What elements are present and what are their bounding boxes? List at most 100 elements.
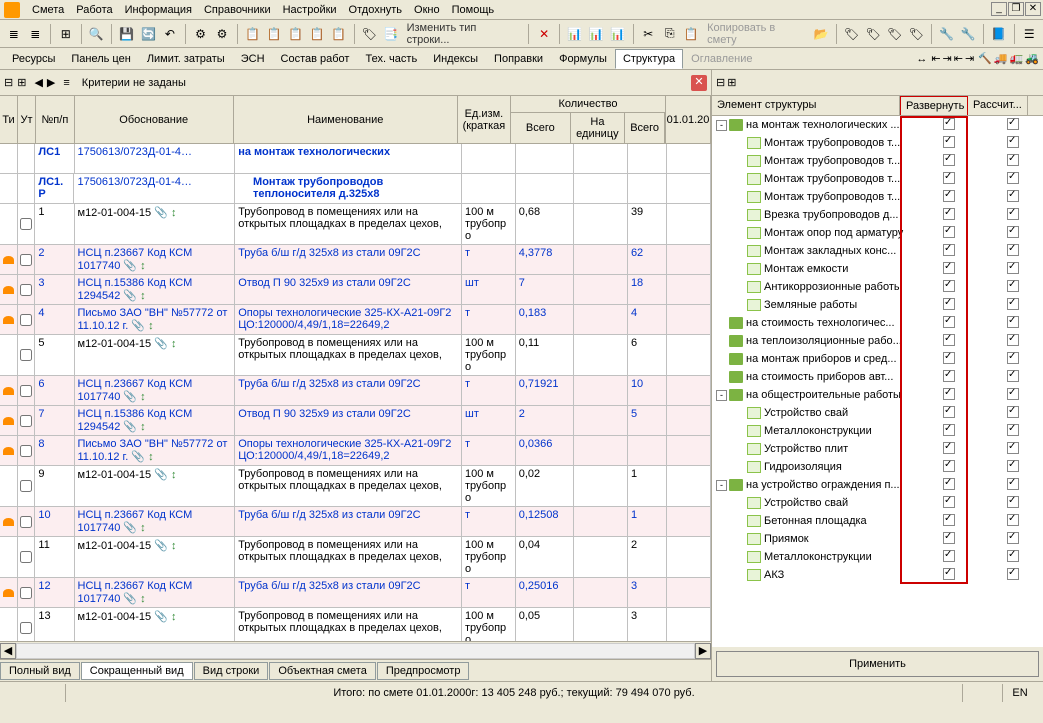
tree-node[interactable]: Металлоконструкции — [712, 422, 1043, 440]
tree-toggle-icon[interactable]: - — [716, 120, 727, 131]
expand-checkbox[interactable] — [943, 154, 955, 166]
col-calc[interactable]: Рассчит... — [968, 96, 1028, 115]
table-row[interactable]: 12НСЦ п.23667 Код КСМ 1017740 📎 ↕Труба б… — [0, 578, 711, 608]
truck-icon[interactable]: 🚛 — [1010, 52, 1024, 65]
tool-icon[interactable]: ≣ — [26, 24, 46, 44]
tab-9[interactable]: Структура — [615, 49, 683, 69]
calc-checkbox[interactable] — [1007, 532, 1019, 544]
tree-node[interactable]: Монтаж емкости — [712, 260, 1043, 278]
tree-node[interactable]: на теплоизоляционные рабо... — [712, 332, 1043, 350]
bottom-tab-3[interactable]: Объектная смета — [269, 662, 376, 680]
col-obo[interactable]: Обоснование — [75, 96, 234, 143]
copy-to-estimate-button[interactable]: Копировать в смету — [703, 20, 809, 48]
table-row[interactable]: 13м12-01-004-15 📎 ↕Трубопровод в помещен… — [0, 608, 711, 641]
tree-node[interactable]: Устройство плит — [712, 440, 1043, 458]
refresh-icon[interactable]: 🔄 — [139, 24, 159, 44]
tree-node[interactable]: -на устройство ограждения п... — [712, 476, 1043, 494]
tool-icon[interactable]: ⊟ — [716, 76, 725, 89]
tree-node[interactable]: -на общестроительные работы — [712, 386, 1043, 404]
expand-checkbox[interactable] — [943, 352, 955, 364]
calc-checkbox[interactable] — [1007, 370, 1019, 382]
col-element[interactable]: Элемент структуры — [712, 96, 900, 115]
col-expand[interactable]: Развернуть — [900, 96, 968, 115]
tree-node[interactable]: на стоимость технологичес... — [712, 314, 1043, 332]
calc-checkbox[interactable] — [1007, 352, 1019, 364]
calc-checkbox[interactable] — [1007, 154, 1019, 166]
tab-7[interactable]: Поправки — [486, 49, 551, 69]
tool-icon[interactable]: ⚙ — [191, 24, 211, 44]
tool-icon[interactable]: 📋 — [264, 24, 284, 44]
tree-node[interactable]: АКЗ — [712, 566, 1043, 584]
col-date[interactable]: 01.01.20 — [666, 96, 711, 143]
tree-toggle-icon[interactable]: - — [716, 480, 727, 491]
table-row[interactable]: 7НСЦ п.15386 Код КСМ 1294542 📎 ↕Отвод П … — [0, 406, 711, 436]
tab-10[interactable]: Оглавление — [683, 49, 760, 69]
col-ut[interactable]: Ут — [18, 96, 36, 143]
calc-checkbox[interactable] — [1007, 208, 1019, 220]
table-row[interactable]: 9м12-01-004-15 📎 ↕Трубопровод в помещени… — [0, 466, 711, 507]
tree-node[interactable]: Врезка трубопроводов д... — [712, 206, 1043, 224]
tool-icon[interactable]: 🏷 — [885, 24, 905, 44]
expand-checkbox[interactable] — [943, 514, 955, 526]
tool-icon[interactable]: ☰ — [1020, 24, 1040, 44]
change-line-type-button[interactable]: Изменить тип строки... — [403, 20, 524, 48]
expand-checkbox[interactable] — [943, 190, 955, 202]
expand-checkbox[interactable] — [943, 316, 955, 328]
tool-icon[interactable]: 🔧 — [958, 24, 978, 44]
bottom-tab-1[interactable]: Сокращенный вид — [81, 662, 193, 680]
expand-checkbox[interactable] — [943, 136, 955, 148]
calc-checkbox[interactable] — [1007, 334, 1019, 346]
menu-Помощь[interactable]: Помощь — [446, 2, 501, 18]
delete-icon[interactable]: ✕ — [534, 24, 554, 44]
table-row[interactable]: 4Письмо ЗАО "ВН" №57772 от 11.10.12 г. 📎… — [0, 305, 711, 335]
menu-Настройки[interactable]: Настройки — [277, 2, 343, 18]
calc-checkbox[interactable] — [1007, 442, 1019, 454]
tree-node[interactable]: Монтаж трубопроводов т... — [712, 152, 1043, 170]
expand-checkbox[interactable] — [943, 460, 955, 472]
lang-indicator[interactable]: EN — [1003, 684, 1037, 702]
calc-checkbox[interactable] — [1007, 514, 1019, 526]
calc-checkbox[interactable] — [1007, 262, 1019, 274]
tree-node[interactable]: Гидроизоляция — [712, 458, 1043, 476]
tool-icon[interactable]: 🏷 — [863, 24, 883, 44]
criteria-icon[interactable]: ≡ — [63, 77, 69, 89]
indent-icon[interactable]: ⇤ — [931, 52, 940, 65]
calc-checkbox[interactable] — [1007, 244, 1019, 256]
calc-checkbox[interactable] — [1007, 298, 1019, 310]
indent-icon[interactable]: ⇥ — [965, 52, 974, 65]
tree-node[interactable]: на стоимость приборов авт... — [712, 368, 1043, 386]
hammer-icon[interactable]: 🔨 — [978, 52, 992, 65]
expand-checkbox[interactable] — [943, 172, 955, 184]
calc-checkbox[interactable] — [1007, 496, 1019, 508]
col-nn[interactable]: №п/п — [36, 96, 75, 143]
expand-checkbox[interactable] — [943, 226, 955, 238]
expand-checkbox[interactable] — [943, 334, 955, 346]
tool-icon[interactable]: 🏷 — [906, 24, 926, 44]
tree-icon[interactable]: ⊟ — [4, 76, 13, 89]
tree-node[interactable]: на монтаж приборов и сред... — [712, 350, 1043, 368]
calc-checkbox[interactable] — [1007, 280, 1019, 292]
tool-icon[interactable]: 📊 — [608, 24, 628, 44]
calc-checkbox[interactable] — [1007, 172, 1019, 184]
tool-icon[interactable]: 🏷 — [359, 24, 379, 44]
table-row[interactable]: ЛС11750613/0723Д-01-4… на монтаж техноло… — [0, 144, 711, 174]
tab-4[interactable]: Состав работ — [273, 49, 358, 69]
tool-icon[interactable]: ≣ — [4, 24, 24, 44]
apply-button[interactable]: Применить — [716, 651, 1039, 677]
tree-node[interactable]: Металлоконструкции — [712, 548, 1043, 566]
calc-checkbox[interactable] — [1007, 388, 1019, 400]
tree-node[interactable]: Монтаж закладных конс... — [712, 242, 1043, 260]
expand-checkbox[interactable] — [943, 532, 955, 544]
tree-node[interactable]: Земляные работы — [712, 296, 1043, 314]
tool-icon[interactable]: ↔ — [916, 53, 927, 65]
table-row[interactable]: 5м12-01-004-15 📎 ↕Трубопровод в помещени… — [0, 335, 711, 376]
expand-checkbox[interactable] — [943, 496, 955, 508]
menu-Работа[interactable]: Работа — [70, 2, 118, 18]
cut-icon[interactable]: ✂ — [639, 24, 659, 44]
expand-checkbox[interactable] — [943, 568, 955, 580]
tab-5[interactable]: Тех. часть — [357, 49, 425, 69]
indent-icon[interactable]: ⇤ — [954, 52, 963, 65]
tree-node[interactable]: Монтаж опор под арматуру — [712, 224, 1043, 242]
expand-checkbox[interactable] — [943, 280, 955, 292]
book-icon[interactable]: 📘 — [989, 24, 1009, 44]
